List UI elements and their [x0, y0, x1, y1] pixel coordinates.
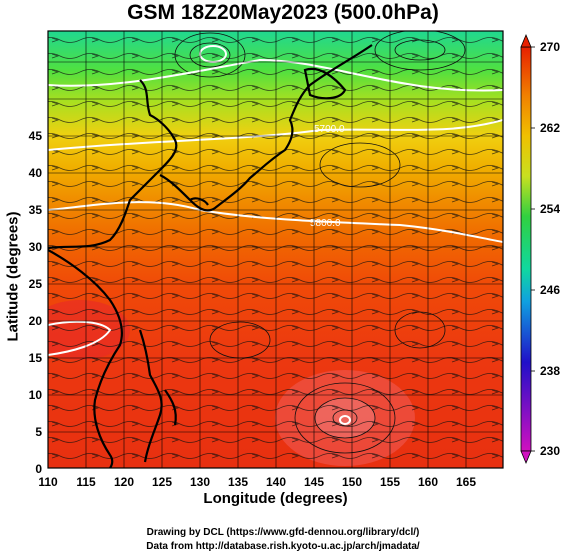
y-axis-ticks: 0 5 10 15 20 25 30 35 40 45	[29, 129, 43, 476]
colorbar-tick-254: 254	[540, 202, 560, 216]
x-tick-150: 150	[342, 475, 362, 489]
x-tick-155: 155	[380, 475, 400, 489]
colorbar-tick-270: 270	[540, 40, 560, 54]
x-tick-115: 115	[76, 475, 96, 489]
colorbar-tick-246: 246	[540, 283, 560, 297]
x-axis-label: Longitude (degrees)	[203, 490, 348, 507]
contour-label-5800: 5800.0	[310, 218, 341, 229]
colorbar-tick-230: 230	[540, 444, 560, 458]
chart-title: GSM 18Z20May2023 (500.0hPa)	[127, 1, 439, 24]
data-credit: Data from http://database.rish.kyoto-u.a…	[146, 541, 420, 552]
colorbar: 270 262 254 246 238 230	[520, 33, 560, 465]
drawing-credit: Drawing by DCL (https://www.gfd-dennou.o…	[146, 527, 420, 538]
colorbar-max-arrow	[520, 33, 532, 48]
y-tick-35: 35	[29, 203, 43, 217]
x-tick-160: 160	[418, 475, 438, 489]
y-tick-0: 0	[35, 462, 42, 476]
x-tick-125: 125	[152, 475, 172, 489]
y-tick-10: 10	[29, 388, 43, 402]
x-axis-ticks: 110 115 120 125 130 135 140 145 150 155 …	[38, 475, 476, 489]
temperature-shading: 5700.0 5800.0	[48, 31, 503, 468]
y-tick-15: 15	[29, 351, 43, 365]
x-tick-130: 130	[190, 475, 210, 489]
height-contours	[48, 45, 503, 425]
x-tick-140: 140	[266, 475, 286, 489]
y-axis-label: Latitude (degrees)	[4, 211, 22, 342]
y-tick-45: 45	[29, 129, 43, 143]
colorbar-tick-238: 238	[540, 364, 560, 378]
y-tick-5: 5	[35, 425, 42, 439]
y-tick-40: 40	[29, 166, 43, 180]
y-tick-20: 20	[29, 314, 43, 328]
plot-frame	[47, 30, 504, 469]
vortex-circulations	[174, 31, 466, 454]
x-tick-165: 165	[456, 475, 476, 489]
x-tick-145: 145	[304, 475, 324, 489]
y-tick-30: 30	[29, 240, 43, 254]
colorbar-tick-262: 262	[540, 121, 560, 135]
x-tick-110: 110	[38, 475, 58, 489]
y-tick-25: 25	[29, 277, 43, 291]
colorbar-min-arrow	[520, 450, 532, 465]
graticule	[48, 31, 503, 468]
x-tick-135: 135	[228, 475, 248, 489]
contour-label-5700: 5700.0	[314, 124, 345, 135]
x-tick-120: 120	[114, 475, 134, 489]
